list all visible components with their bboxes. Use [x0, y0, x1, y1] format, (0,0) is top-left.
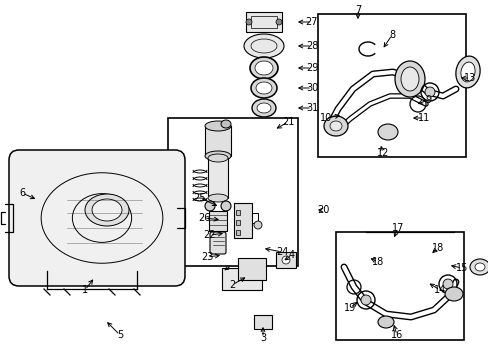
Ellipse shape — [360, 295, 370, 305]
Ellipse shape — [442, 279, 452, 289]
Text: 31: 31 — [305, 103, 318, 113]
Ellipse shape — [460, 62, 474, 82]
Ellipse shape — [474, 263, 484, 271]
Text: 13: 13 — [463, 73, 475, 83]
Text: 9: 9 — [424, 95, 430, 105]
Ellipse shape — [221, 120, 230, 128]
Ellipse shape — [207, 154, 227, 162]
Ellipse shape — [377, 124, 397, 140]
Text: 17: 17 — [391, 223, 404, 233]
Ellipse shape — [275, 19, 282, 25]
Bar — [236, 210, 240, 215]
Text: 5: 5 — [117, 330, 123, 340]
Bar — [208, 211, 226, 231]
Text: 4: 4 — [288, 250, 294, 260]
Ellipse shape — [444, 287, 462, 301]
Text: 27: 27 — [305, 17, 318, 27]
Ellipse shape — [400, 67, 418, 91]
Ellipse shape — [250, 78, 276, 98]
Text: 18: 18 — [371, 257, 384, 267]
Ellipse shape — [256, 82, 271, 94]
Ellipse shape — [253, 221, 262, 229]
Bar — [238, 258, 265, 280]
Bar — [207, 158, 227, 198]
Bar — [335, 232, 463, 340]
Ellipse shape — [455, 56, 479, 88]
Text: 23: 23 — [201, 252, 213, 262]
Ellipse shape — [204, 151, 230, 161]
Text: 29: 29 — [305, 63, 318, 73]
Text: 26: 26 — [198, 213, 210, 223]
Bar — [250, 16, 276, 28]
Text: 10: 10 — [319, 113, 331, 123]
Ellipse shape — [244, 34, 284, 58]
Ellipse shape — [249, 57, 278, 79]
FancyBboxPatch shape — [209, 232, 225, 254]
Ellipse shape — [245, 19, 251, 25]
Ellipse shape — [254, 61, 272, 75]
Bar — [234, 203, 251, 238]
Bar — [245, 12, 282, 32]
Ellipse shape — [251, 99, 275, 117]
Bar — [222, 268, 262, 290]
Text: 19: 19 — [343, 303, 355, 313]
Ellipse shape — [424, 87, 434, 97]
Text: 25: 25 — [193, 193, 206, 203]
Ellipse shape — [92, 199, 122, 221]
Bar — [168, 118, 297, 266]
Text: 3: 3 — [260, 333, 265, 343]
Ellipse shape — [469, 259, 488, 275]
Ellipse shape — [204, 121, 230, 131]
Text: 21: 21 — [281, 117, 294, 127]
Text: 7: 7 — [354, 5, 360, 15]
Text: 20: 20 — [316, 205, 328, 215]
Text: 22: 22 — [203, 230, 216, 240]
Ellipse shape — [282, 256, 289, 264]
FancyBboxPatch shape — [9, 150, 184, 286]
Ellipse shape — [207, 194, 227, 202]
Bar — [236, 220, 240, 225]
Text: 16: 16 — [390, 330, 402, 340]
Text: 30: 30 — [305, 83, 318, 93]
Text: 15: 15 — [455, 263, 467, 273]
Ellipse shape — [329, 121, 341, 131]
Text: 1: 1 — [82, 285, 88, 295]
Ellipse shape — [324, 116, 347, 136]
Text: 8: 8 — [388, 30, 394, 40]
Ellipse shape — [257, 103, 270, 113]
Text: 6: 6 — [19, 188, 25, 198]
Text: 2: 2 — [228, 280, 235, 290]
Ellipse shape — [85, 194, 129, 226]
Bar — [317, 14, 465, 157]
Text: 12: 12 — [376, 148, 388, 158]
Ellipse shape — [377, 316, 393, 328]
Bar — [236, 230, 240, 235]
Text: 11: 11 — [417, 113, 429, 123]
Text: 28: 28 — [305, 41, 318, 51]
Bar — [204, 126, 230, 156]
Text: 24: 24 — [275, 247, 287, 257]
Bar — [275, 252, 295, 268]
Ellipse shape — [221, 201, 230, 211]
Text: 18: 18 — [431, 243, 443, 253]
Ellipse shape — [394, 61, 424, 97]
Bar — [253, 315, 271, 329]
Text: 14: 14 — [433, 285, 445, 295]
Ellipse shape — [204, 201, 215, 211]
